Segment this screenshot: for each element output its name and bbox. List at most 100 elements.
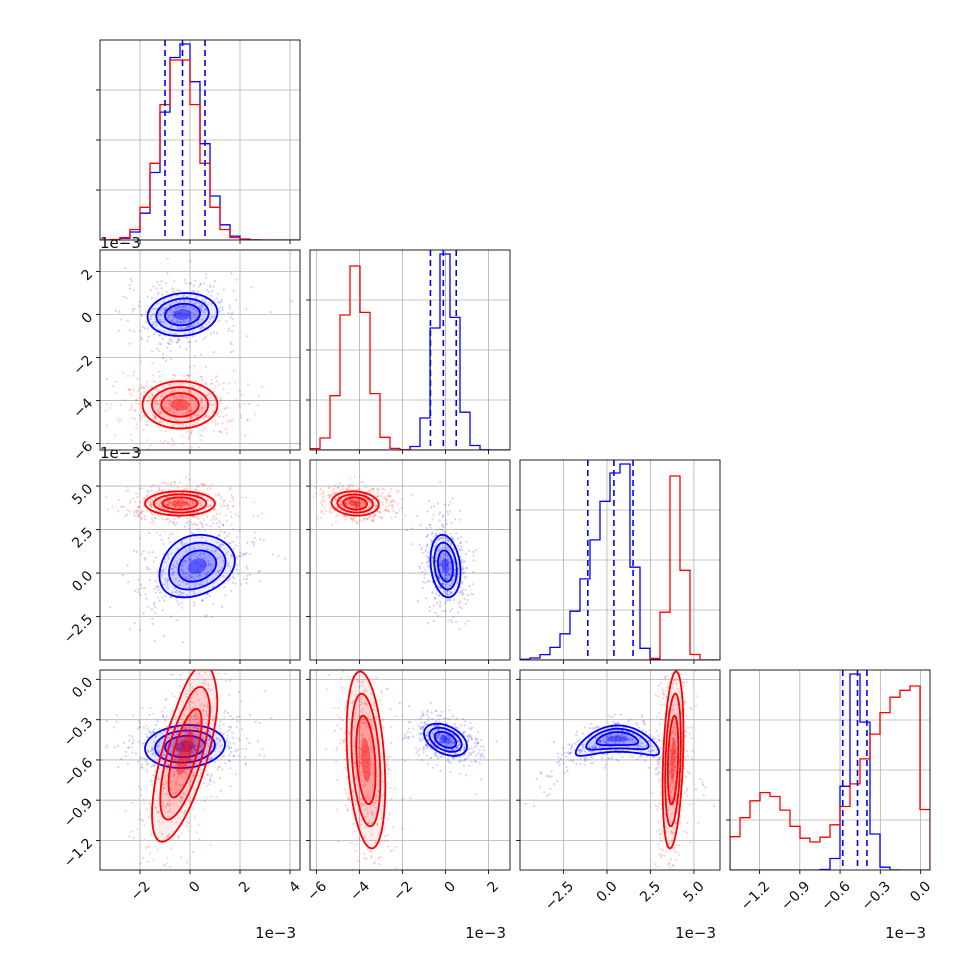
scatter-point [383, 926, 385, 928]
scatter-point [185, 317, 188, 320]
scatter-point [451, 538, 454, 541]
scatter-point [636, 744, 640, 747]
scatter-point [685, 714, 688, 717]
scatter-point [173, 310, 176, 314]
scatter-point [138, 740, 141, 743]
scatter-point [450, 522, 453, 525]
scatter-panel-3-2 [309, 459, 511, 661]
scatter-point [386, 782, 389, 786]
scatter-point [192, 315, 195, 318]
scatter-point [163, 503, 166, 506]
scatter-point [671, 745, 674, 748]
scatter-point [162, 356, 165, 360]
scatter-point [173, 570, 176, 573]
scatter-point [172, 374, 175, 377]
scatter-point [154, 737, 158, 740]
scatter-point [188, 750, 191, 753]
scatter-point [210, 290, 214, 293]
scatter-point [226, 420, 229, 423]
scatter-point [202, 709, 205, 712]
scatter-point [323, 506, 327, 509]
scatter-point [185, 764, 188, 768]
scatter-point [157, 412, 160, 415]
scatter-point [443, 503, 446, 506]
scatter-point [649, 744, 653, 747]
scatter-point [395, 846, 398, 849]
scatter-point [157, 744, 160, 747]
scatter-point [423, 749, 426, 752]
scatter-point [204, 682, 207, 686]
scatter-point [93, 745, 95, 747]
scatter-point [192, 590, 195, 594]
scatter-point [466, 734, 469, 737]
scatter-point [381, 487, 384, 490]
scatter-point [243, 434, 247, 437]
scatter-point [186, 325, 189, 328]
scatter-point [388, 495, 391, 498]
scatter-point [226, 730, 229, 733]
scatter-point [141, 763, 144, 766]
scatter-point [343, 708, 346, 711]
scatter-point [165, 782, 168, 785]
scatter-point [640, 754, 643, 757]
scatter-point [154, 388, 157, 391]
scatter-point [156, 408, 159, 411]
scatter-point [182, 500, 185, 503]
scatter-point [160, 883, 162, 885]
scatter-point [189, 315, 192, 318]
scatter-point [546, 794, 549, 797]
scatter-point [141, 707, 144, 710]
scatter-point [651, 745, 654, 748]
scatter-point [673, 827, 676, 830]
scatter-point [160, 884, 162, 886]
scatter-point [437, 575, 440, 578]
scatter-point [152, 752, 155, 755]
scatter-point [195, 739, 199, 742]
scatter-point [349, 477, 352, 480]
scatter-point [354, 712, 357, 715]
scatter-point [621, 729, 624, 732]
scatter-point [673, 750, 676, 753]
scatter-point [467, 735, 470, 738]
scatter-point [208, 485, 211, 488]
scatter-point [176, 315, 179, 318]
scatter-point [363, 689, 366, 692]
scatter-point [369, 810, 372, 813]
scatter-point [378, 511, 381, 514]
scatter-point [374, 514, 378, 517]
scatter-point [127, 746, 130, 749]
scatter-point [214, 696, 217, 699]
scatter-point [193, 547, 196, 550]
scatter-point [206, 593, 209, 596]
scatter-point [325, 509, 328, 512]
scatter-point [161, 570, 165, 573]
scatter-point [363, 852, 366, 856]
scatter-point [119, 419, 122, 422]
scatter-point [135, 399, 138, 402]
scatter-point [151, 617, 154, 621]
scatter-point [151, 307, 154, 310]
scatter-point [170, 596, 173, 599]
scatter-point [165, 359, 168, 362]
scatter-point [443, 536, 446, 539]
scatter-point [354, 506, 357, 509]
scatter-point [205, 308, 208, 311]
scatter-point [425, 743, 428, 747]
scatter-point [153, 333, 156, 336]
scatter-point [442, 737, 445, 740]
density-red [124, 670, 267, 886]
scatter-point [161, 821, 164, 824]
scatter-point [246, 574, 249, 578]
scatter-point [610, 757, 613, 760]
scatter-point [152, 285, 155, 288]
scatter-point [572, 760, 575, 763]
scatter-point [386, 758, 389, 761]
scatter-point [172, 290, 175, 293]
histogram-panel-4 [726, 669, 931, 871]
scatter-point [167, 736, 170, 740]
scatter-point [443, 565, 446, 568]
scatter-point [351, 484, 354, 488]
scatter-point [157, 777, 160, 781]
scatter-point [343, 739, 346, 742]
scatter-point [161, 517, 164, 521]
